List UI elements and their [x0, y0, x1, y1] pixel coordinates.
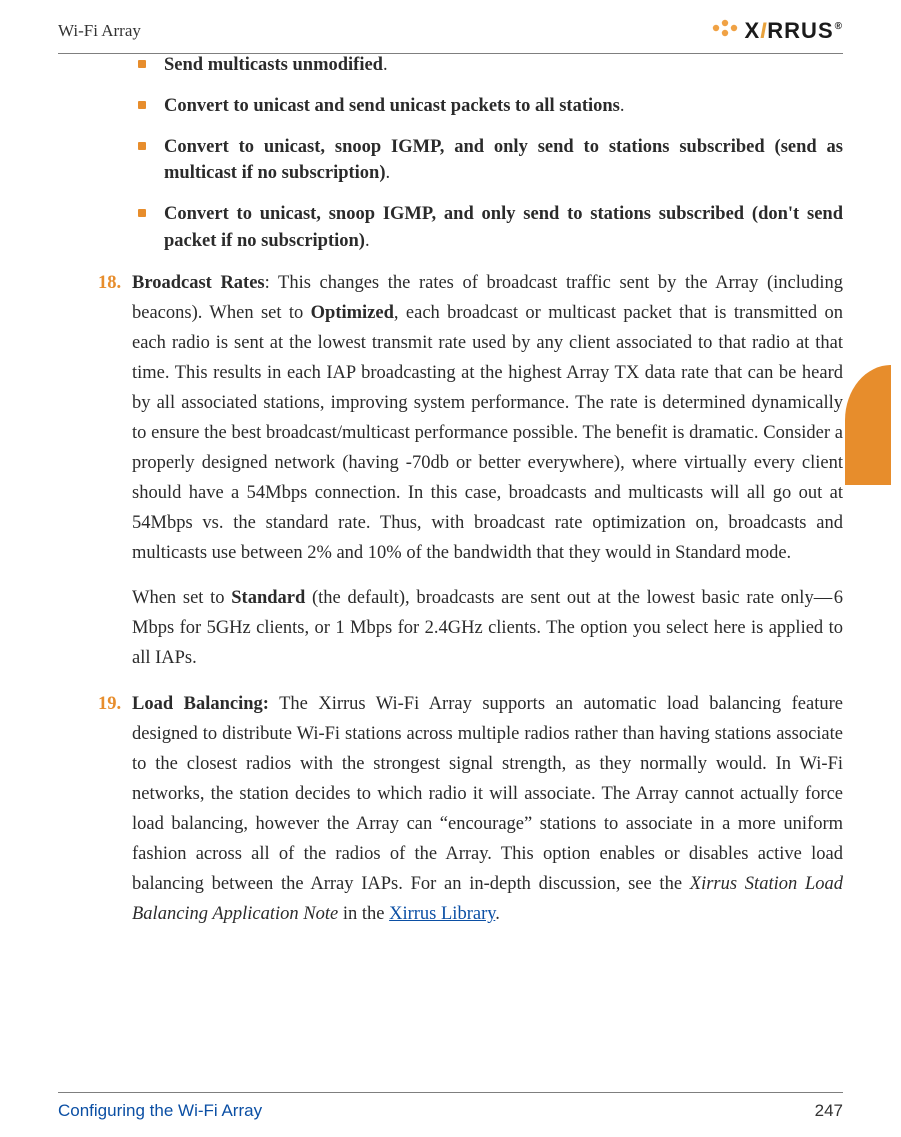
- numbered-item-18: 18. Broadcast Rates: This changes the ra…: [98, 269, 843, 689]
- item-number: 18.: [98, 269, 132, 299]
- paragraph: Broadcast Rates: This changes the rates …: [132, 269, 843, 569]
- bullet-list: Send multicasts unmodified. Convert to u…: [138, 52, 843, 255]
- page: Wi-Fi Array XIRRUS® Send multicasts unmo…: [0, 0, 901, 1137]
- page-footer: Configuring the Wi-Fi Array 247: [58, 1092, 843, 1121]
- xirrus-library-link[interactable]: Xirrus Library: [389, 904, 495, 924]
- bullet-icon: [138, 60, 146, 68]
- numbered-list: 18. Broadcast Rates: This changes the ra…: [98, 269, 843, 945]
- item-number: 19.: [98, 690, 132, 720]
- logo-dots-icon: [710, 17, 740, 44]
- header-title: Wi-Fi Array: [58, 21, 141, 41]
- logo-text: XIRRUS®: [744, 18, 843, 44]
- bullet-text: Convert to unicast and send unicast pack…: [164, 93, 625, 120]
- bullet-icon: [138, 209, 146, 217]
- numbered-item-19: 19. Load Balancing: The Xirrus Wi-Fi Arr…: [98, 690, 843, 945]
- paragraph: When set to Standard (the default), broa…: [132, 584, 843, 674]
- page-body: Send multicasts unmodified. Convert to u…: [58, 44, 843, 1089]
- footer-section-title: Configuring the Wi-Fi Array: [58, 1101, 262, 1121]
- bullet-item: Convert to unicast, snoop IGMP, and only…: [138, 201, 843, 255]
- bullet-text: Convert to unicast, snoop IGMP, and only…: [164, 201, 843, 255]
- bullet-item: Convert to unicast, snoop IGMP, and only…: [138, 134, 843, 188]
- bullet-icon: [138, 142, 146, 150]
- bullet-text: Convert to unicast, snoop IGMP, and only…: [164, 134, 843, 188]
- item-body: Broadcast Rates: This changes the rates …: [132, 269, 843, 689]
- page-number: 247: [815, 1101, 843, 1121]
- paragraph: Load Balancing: The Xirrus Wi-Fi Array s…: [132, 690, 843, 930]
- bullet-item: Convert to unicast and send unicast pack…: [138, 93, 843, 120]
- section-tab-marker: [845, 365, 891, 485]
- bullet-text: Send multicasts unmodified.: [164, 52, 388, 79]
- bullet-icon: [138, 101, 146, 109]
- brand-logo: XIRRUS®: [710, 17, 843, 44]
- bullet-item: Send multicasts unmodified.: [138, 52, 843, 79]
- item-body: Load Balancing: The Xirrus Wi-Fi Array s…: [132, 690, 843, 945]
